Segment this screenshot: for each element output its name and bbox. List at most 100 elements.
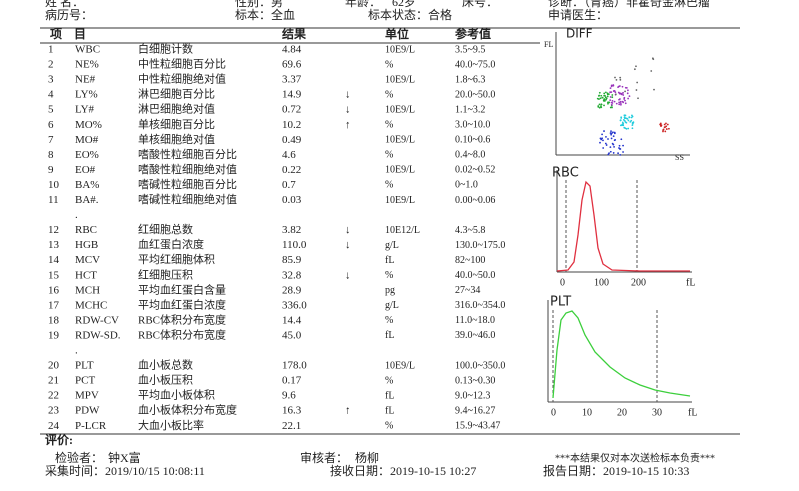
scatter-dot [603,94,606,97]
report-time: 报告日期：2019-10-15 10:33 [543,463,689,478]
cell-code: EO% [75,149,99,161]
cell-num: 18 [48,314,60,326]
cell-num: 14 [48,254,60,266]
tester-label: 检验者： [55,450,103,465]
scatter-dot [611,94,614,96]
receive-time: 接收日期：2019-10-15 10:27 [330,463,476,478]
collect-time: 采集时间：2019/10/15 10:08:11 [45,463,205,478]
scatter-dot [624,114,627,117]
tick-label: fL [688,407,697,418]
scatter-dot [625,121,628,124]
cell-flag: ↓ [345,239,351,251]
scatter-dot [622,144,624,147]
header-field: 申请医生： [548,8,608,22]
cell-name: 平均血红蛋白浓度 [138,297,226,311]
scatter-dot [623,116,626,119]
scatter-dot [609,106,612,109]
scatter-dot [631,122,634,125]
cell-num: 9 [48,164,54,176]
cell-code: WBC [75,44,100,56]
cell-unit: 10E9/L [385,165,415,176]
cell-ref: 40.0~75.0 [455,59,495,70]
scatter-dot [635,65,637,68]
scatter-dot [666,123,669,126]
scatter-dot [603,98,606,100]
scatter-dot [619,148,622,150]
cell-num: 19 [48,329,60,341]
scatter-dot [614,76,616,79]
scatter-dot [622,119,625,121]
scatter-dot [650,70,653,72]
scatter-dot [600,94,603,97]
header-field: 年龄： [345,0,381,9]
cell-ref: 0.10~0.6 [455,135,490,146]
scatter-dot [596,97,599,100]
header-field: 病历号： [45,7,93,22]
diff-scatter [596,57,670,156]
scatter-dot [621,85,624,88]
scatter-dot [610,91,613,94]
scatter-dot [621,100,624,103]
scatter-dot [619,153,622,156]
cell-code: MCH [75,284,100,296]
scatter-dot [602,139,604,142]
reviewer: 杨柳 [355,450,379,465]
cell-name: RBC体积分布宽度 [138,327,226,341]
cell-result: 110.0 [282,239,307,251]
scatter-dot [614,93,617,96]
cell-result: 0.22 [282,164,301,176]
cell-code: P-LCR [75,420,107,432]
scatter-dot [619,76,622,79]
cell-code: MO% [75,119,102,131]
evaluation: 评价: [45,433,73,447]
scatter-dot [635,89,638,91]
column-header: 结果 [282,26,306,41]
scatter-dot [624,99,626,102]
cell-result: 14.9 [282,89,302,101]
cell-ref: 11.0~18.0 [455,315,495,326]
scatter-dot [611,142,614,145]
cell-result: 0.17 [282,375,302,387]
cell-result: 69.6 [282,59,302,71]
cell-code: BA#. [75,194,99,206]
scatter-dot [617,85,620,88]
scatter-dot [597,105,600,108]
cell-ref: 316.0~354.0 [455,300,505,311]
scatter-dot [606,95,609,98]
cell-unit: 10E9/L [385,74,415,85]
cell-flag: ↓ [345,104,351,116]
scatter-dot [620,124,623,127]
scatter-dot [611,102,614,104]
cell-unit: % [385,180,393,191]
scatter-dot [626,92,629,95]
scatter-dot [626,118,629,120]
scatter-dot [652,58,655,61]
cell-num: 10 [48,179,60,191]
cell-name: 淋巴细胞百分比 [138,88,215,101]
scatter-dot [602,147,605,149]
diff-graph [555,32,690,156]
scatter-dot [601,137,604,140]
cell-ref: 3.0~10.0 [455,120,490,131]
cell-code: NE# [75,74,96,86]
scatter-dot [613,131,616,134]
cell-ref: 40.0~50.0 [455,270,495,281]
cell-code: MO# [75,134,99,146]
cell-ref: 3.5~9.5 [455,44,485,55]
cell-code: NE% [75,59,99,71]
scatter-dot [622,91,624,94]
scatter-dot [607,93,610,96]
cell-flag: ↓ [345,89,351,101]
cell-code: PCT [75,375,95,387]
scatter-dot [599,97,602,100]
column-header: 项 目 [50,27,86,41]
scatter-dot [631,114,633,117]
scatter-dot [605,98,607,101]
scatter-dot [618,101,621,104]
scatter-dot [665,125,668,128]
tick-label: 10 [582,407,592,418]
cell-unit: g/L [385,240,399,251]
scatter-dot [609,96,612,98]
cell-result: 16.3 [282,405,302,417]
tick-label: 30 [652,407,662,418]
